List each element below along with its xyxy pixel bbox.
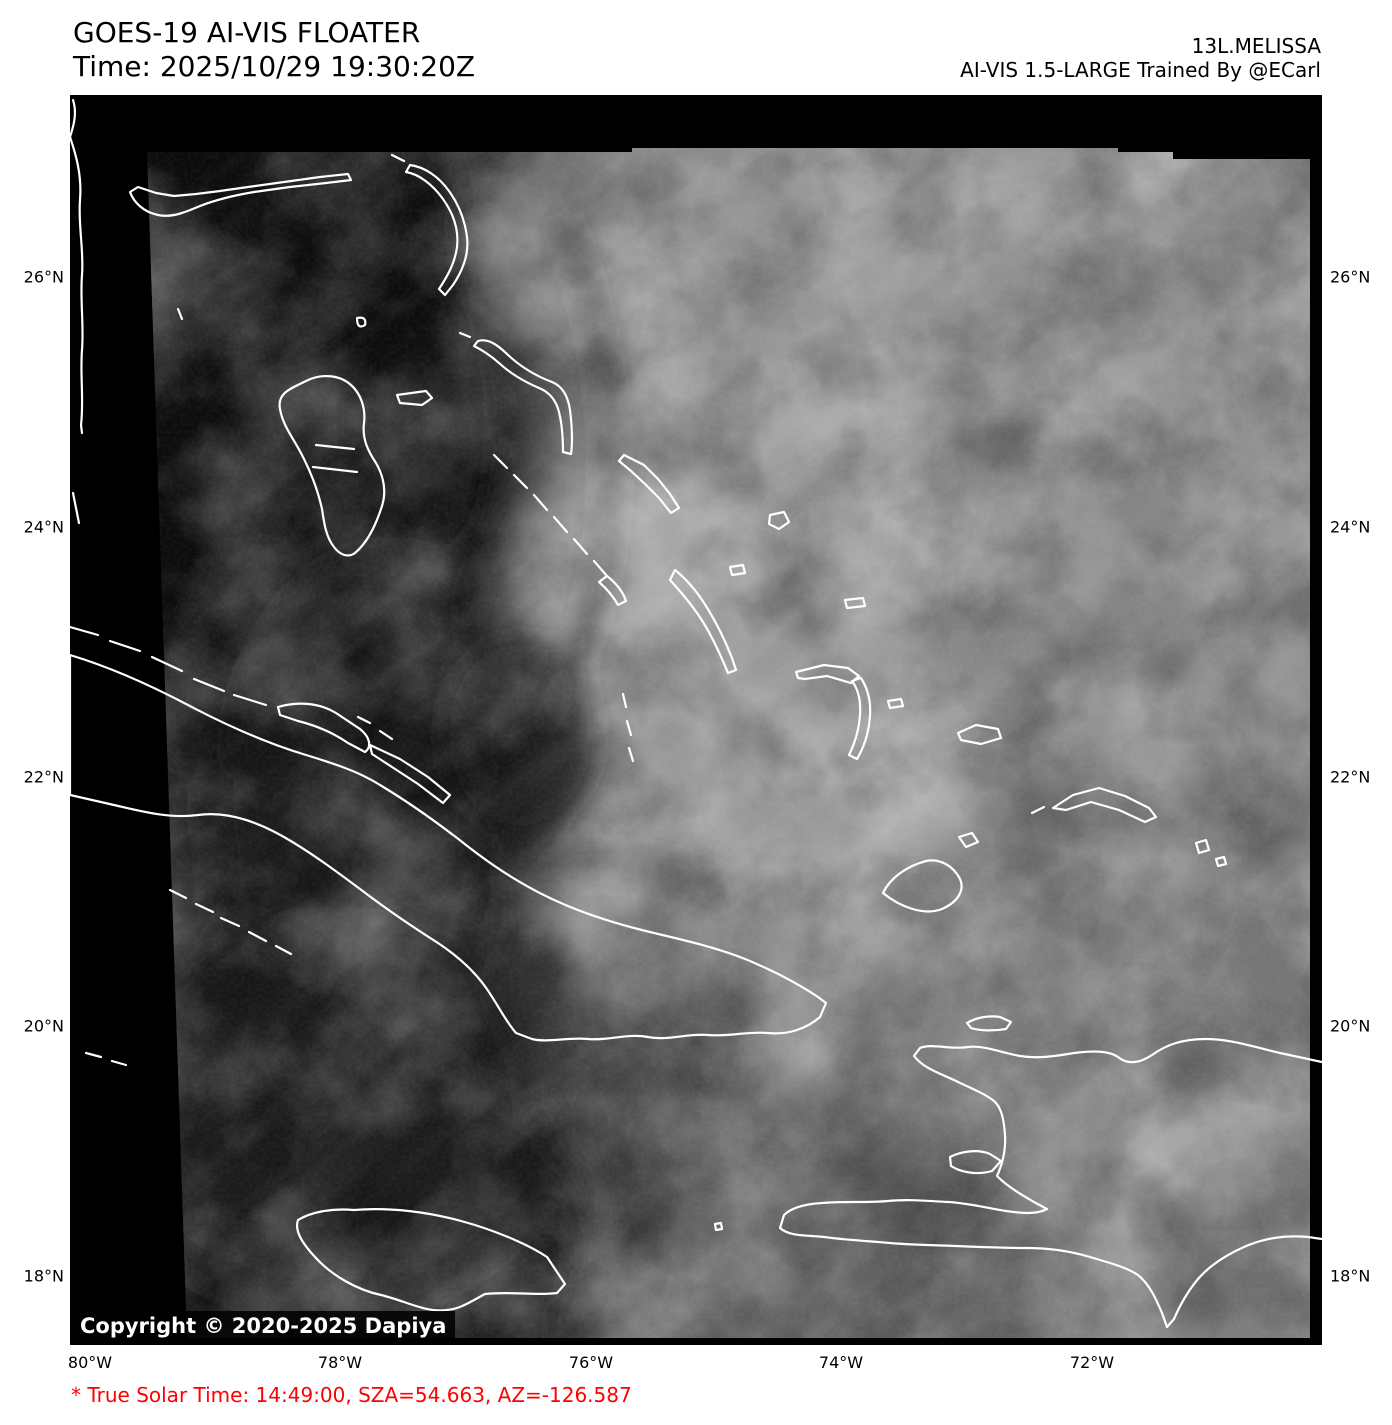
- coastline-bimini: [176, 307, 184, 321]
- coastline-jardines-de-la-reina-cays: [84, 888, 293, 1067]
- coastline-mayaguana: [956, 723, 1003, 746]
- model-credit-label: AI-VIS 1.5-LARGE Trained By @ECarl: [960, 58, 1321, 82]
- coastline-berry-islands: [355, 316, 367, 328]
- lat-label-24n-right: 24°N: [1330, 517, 1371, 537]
- copyright-badge: Copyright © 2020-2025 Dapiya: [74, 1310, 456, 1342]
- coastline-cat-island: [617, 453, 681, 515]
- lat-label-22n-right: 22°N: [1330, 767, 1371, 787]
- coastline-andros: [278, 375, 386, 557]
- lat-label-18n-right: 18°N: [1330, 1266, 1371, 1286]
- coastline-long-island: [668, 568, 738, 675]
- coastline-grand-bahama: [128, 172, 353, 217]
- lat-label-20n-left: 20°N: [23, 1016, 64, 1036]
- coastline-sabana-camaguey-cays: [70, 625, 452, 805]
- coastline-gonave: [948, 1150, 1003, 1175]
- lat-label-26n-right: 26°N: [1330, 267, 1371, 287]
- lat-label-22n-left: 22°N: [23, 767, 64, 787]
- coastline-exuma-cays: [492, 453, 628, 607]
- coastline-grand-turk: [1194, 838, 1228, 868]
- lon-label-74w: 74°W: [818, 1353, 864, 1372]
- solar-time-note: * True Solar Time: 14:49:00, SZA=54.663,…: [71, 1383, 632, 1407]
- figure-title: GOES-19 AI-VIS FLOATER: [73, 16, 421, 49]
- coastline-jamaica: [295, 1208, 724, 1312]
- satellite-rendering: [70, 98, 1322, 1338]
- lon-label-80w: 80°W: [67, 1353, 113, 1372]
- cloud-field: [147, 148, 1310, 1338]
- coastline-great-inagua: [881, 859, 963, 913]
- coastlines: [70, 98, 1322, 1329]
- lon-label-76w: 76°W: [568, 1353, 614, 1372]
- coastline-eleuthera: [458, 331, 574, 456]
- storm-id-label: 13L.MELISSA: [1191, 34, 1321, 58]
- lon-label-78w: 78°W: [317, 1353, 363, 1372]
- coastline-samana-cay: [843, 596, 867, 610]
- coastline-plana-cays: [886, 697, 905, 710]
- lat-label-24n-left: 24°N: [23, 517, 64, 537]
- coastline-tortuga: [965, 1015, 1013, 1032]
- lat-label-20n-right: 20°N: [1330, 1016, 1371, 1036]
- figure-timestamp: Time: 2025/10/29 19:30:20Z: [73, 50, 476, 83]
- coastline-cuba: [70, 653, 828, 1042]
- coastline-florida: [70, 98, 84, 525]
- sensor-grain: [147, 148, 1310, 1338]
- coastline-new-providence: [395, 389, 434, 407]
- coastline-ragged-island-cays: [621, 692, 635, 763]
- satellite-image-panel: Copyright © 2020-2025 Dapiya: [70, 95, 1322, 1345]
- coastline-abaco: [390, 153, 469, 297]
- coastline-crooked-island: [794, 663, 861, 685]
- coastline-hispaniola: [778, 1037, 1322, 1329]
- coastline-little-inagua: [957, 831, 980, 849]
- coastline-caicos-islands: [1030, 786, 1158, 824]
- coastline-acklins: [847, 676, 872, 761]
- coastline-rum-cay: [728, 563, 747, 577]
- lon-label-72w: 72°W: [1069, 1353, 1115, 1372]
- coastline-san-salvador: [767, 510, 791, 531]
- lat-label-26n-left: 26°N: [23, 267, 64, 287]
- lat-label-18n-left: 18°N: [23, 1266, 64, 1286]
